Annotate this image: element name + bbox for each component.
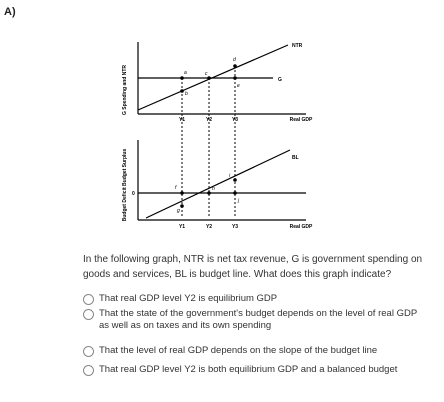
point-d-label: d [233,57,236,63]
bottom-tick-y2: Y2 [206,224,212,230]
top-y-axis-label: G Spending and NTR [122,65,128,115]
point-c [207,76,211,80]
ntr-line-label: NTR [292,43,303,49]
point-b-label: b [185,91,188,97]
option-4-label[interactable]: That real GDP level Y2 is both equilibri… [99,364,398,375]
top-tick-y3: Y3 [232,117,238,123]
question-prompt: In the following graph, NTR is net tax r… [83,254,423,280]
point-h-label: h [212,186,215,192]
top-tick-y2: Y2 [206,117,212,123]
point-e-label: e [237,83,240,89]
option-3[interactable]: That the level of real GDP depends on th… [83,345,429,357]
bottom-tick-y1: Y1 [179,224,185,230]
top-tick-y1: Y1 [179,117,185,123]
point-f [180,191,184,195]
bottom-x-axis-label: Real GDP [290,224,313,230]
option-2-label[interactable]: That the state of the government's budge… [99,308,417,331]
point-d [233,64,237,68]
option-1-radio[interactable] [83,294,94,305]
point-g-label: g [177,208,180,214]
option-4[interactable]: That real GDP level Y2 is both equilibri… [83,364,429,376]
option-3-radio[interactable] [83,346,94,357]
bottom-y-axis-label: Budget Deficit Budget Surplus [122,149,128,222]
option-4-radio[interactable] [83,365,94,376]
bottom-tick-y3: Y3 [232,224,238,230]
point-a-label: a [184,70,187,76]
graph-svg: G Spending and NTR NTR G a b c d e Y1 Y2… [122,42,313,230]
bl-line-label: BL [292,155,299,161]
question-number: A) [4,6,16,18]
point-g [180,204,184,208]
point-e [233,76,237,80]
budget-graph: G Spending and NTR NTR G a b c d e Y1 Y2… [118,40,328,235]
point-a [180,76,184,80]
bl-line [145,149,291,219]
option-2[interactable]: That the state of the government's budge… [83,308,429,332]
point-c-label: c [205,71,208,77]
g-line-label: G [278,77,282,83]
option-3-label[interactable]: That the level of real GDP depends on th… [99,345,378,356]
point-h [207,191,211,195]
point-i-label: i [229,173,231,179]
zero-label: 0 [132,191,135,197]
point-i [233,178,237,182]
option-1[interactable]: That real GDP level Y2 is equilibrium GD… [83,293,429,305]
option-1-label[interactable]: That real GDP level Y2 is equilibrium GD… [99,293,278,304]
point-b [180,89,184,93]
point-j-label: j [237,198,240,204]
option-2-radio[interactable] [83,309,94,320]
point-f-label: f [175,185,177,191]
top-x-axis-label: Real GDP [290,117,313,123]
point-j [233,191,237,195]
